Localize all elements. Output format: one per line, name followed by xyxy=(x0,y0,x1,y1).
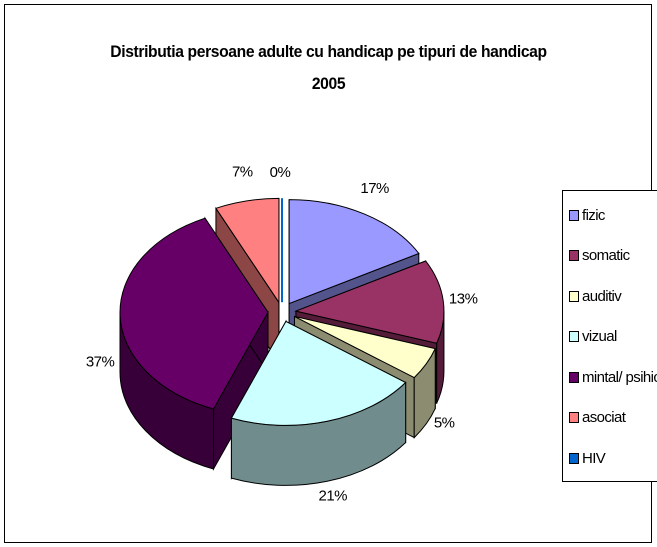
pie-tops xyxy=(119,197,445,426)
legend-item-mintal-psihic: mintal/ psihic xyxy=(569,367,657,387)
legend-label-vizual: vizual xyxy=(582,328,617,345)
legend-item-asociat: asociat xyxy=(569,408,626,428)
slice-vizual xyxy=(230,320,407,426)
chart-subtitle: 2005 xyxy=(311,74,346,93)
data-label-somatic: 13% xyxy=(449,290,478,307)
legend-swatch-mintal-psihic xyxy=(569,371,579,383)
data-label-fizic: 17% xyxy=(360,180,389,197)
legend-item-somatic: somatic xyxy=(569,246,630,266)
legend-label-auditiv: auditiv xyxy=(582,287,622,305)
legend-label-asociat: asociat xyxy=(582,409,626,426)
data-label-auditiv: 5% xyxy=(434,414,455,431)
legend-item-auditiv: auditiv xyxy=(569,286,622,306)
legend-label-hiv: HIV xyxy=(582,449,606,467)
legend-label-mintal-psihic: mintal/ psihic xyxy=(582,368,657,386)
chart-title-block: Distributia persoane adulte cu handicap … xyxy=(26,36,630,100)
slice-somatic xyxy=(294,260,445,344)
data-label-asociat: 7% xyxy=(232,163,253,180)
slice-mintal-psihic xyxy=(119,217,269,410)
data-label-vizual: 21% xyxy=(319,487,348,504)
legend-swatch-vizual xyxy=(569,331,579,342)
data-label-hiv: 0% xyxy=(270,164,291,181)
chart-title: Distributia persoane adulte cu handicap … xyxy=(110,42,547,61)
legend-item-hiv: HIV xyxy=(569,448,606,468)
legend-label-fizic: fizic xyxy=(582,206,605,224)
legend-label-somatic: somatic xyxy=(582,247,630,264)
legend-swatch-fizic xyxy=(569,209,579,221)
legend-swatch-somatic xyxy=(569,250,579,261)
legend-item-vizual: vizual xyxy=(569,327,617,347)
legend: fizic somatic auditiv vizual mintal/ psihic a… xyxy=(562,190,657,482)
legend-item-fizic: fizic xyxy=(569,205,605,225)
legend-swatch-hiv xyxy=(569,452,579,464)
legend-swatch-asociat xyxy=(569,412,579,423)
legend-swatch-auditiv xyxy=(569,290,579,302)
pie-labels: 17% 13% 5% 21% 37% 7% 0% xyxy=(86,163,478,504)
data-label-mintal-psihic: 37% xyxy=(86,354,115,371)
slice-asociat xyxy=(215,197,280,305)
slice-auditiv xyxy=(294,315,436,379)
slice-fizic xyxy=(288,199,420,305)
